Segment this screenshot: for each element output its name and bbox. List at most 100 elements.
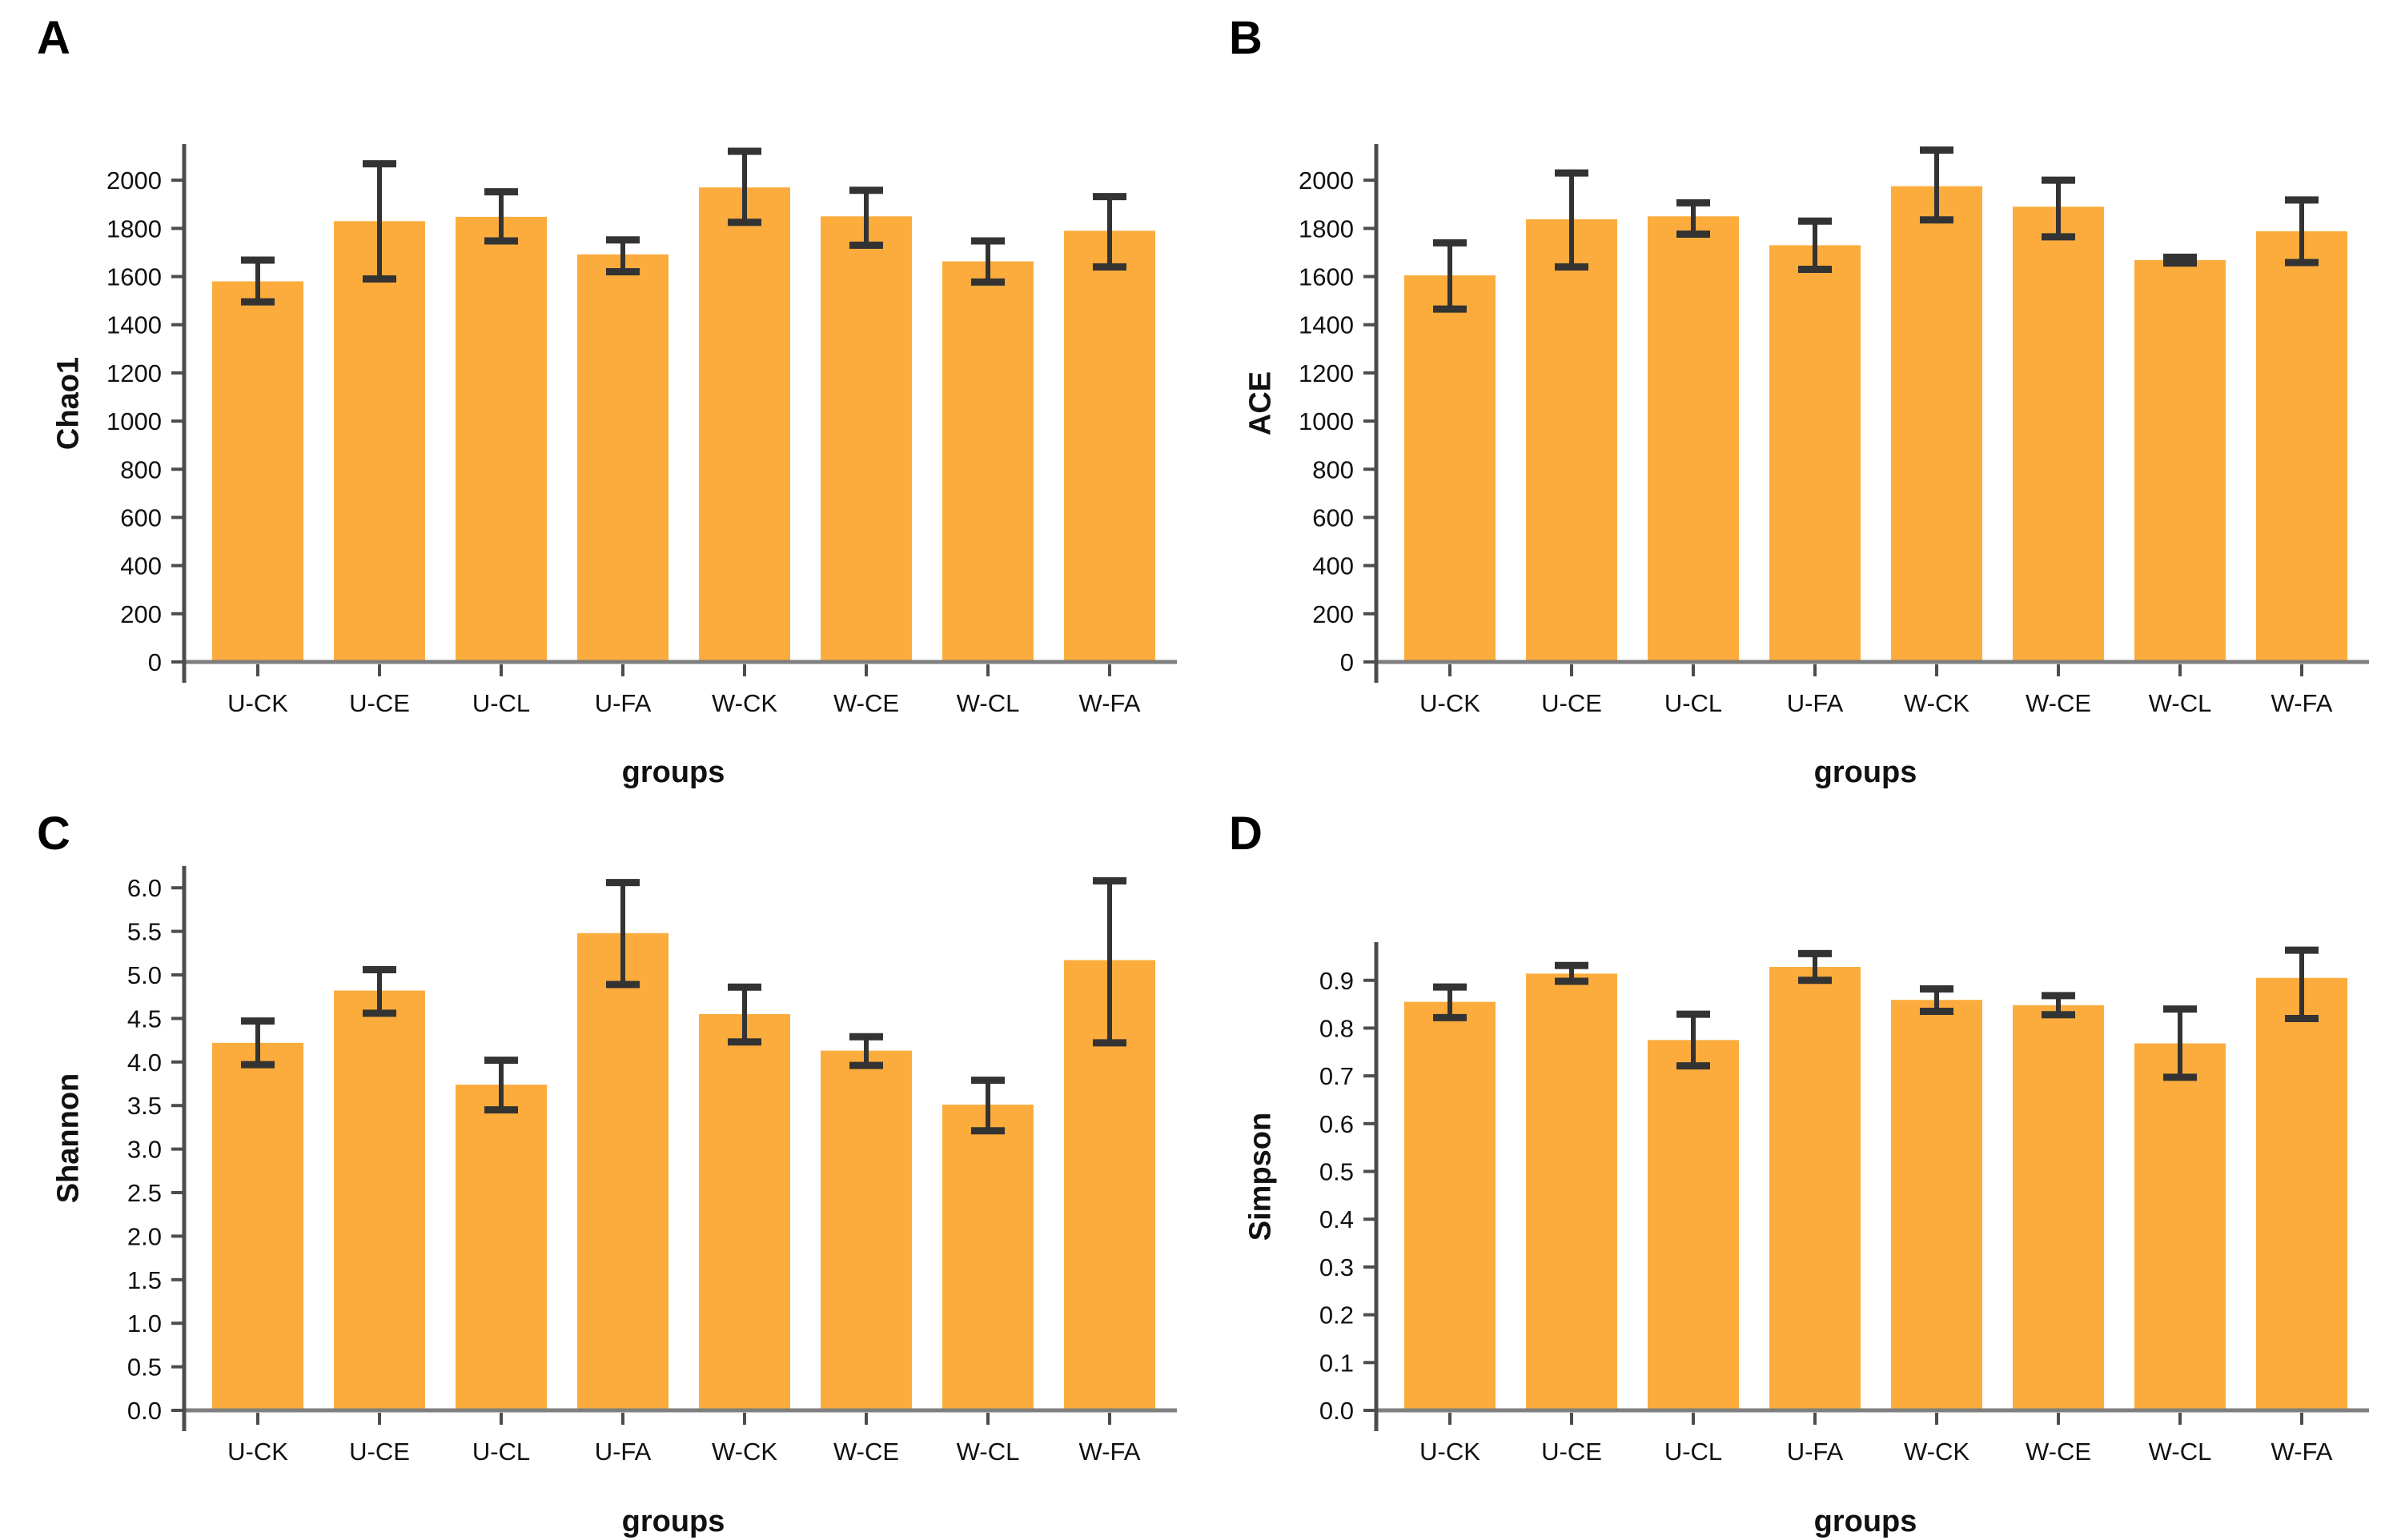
x-tick-label-U-CK: U-CK bbox=[1419, 1438, 1480, 1466]
x-tick-label-W-CK: W-CK bbox=[1904, 689, 1969, 717]
y-tick-label: 1.0 bbox=[127, 1309, 162, 1337]
bar-W-CL bbox=[2134, 260, 2226, 662]
x-tick-label-U-CL: U-CL bbox=[1664, 1438, 1722, 1466]
y-tick-label: 600 bbox=[120, 503, 162, 531]
y-tick-label: 0.7 bbox=[1319, 1062, 1354, 1090]
bar-U-FA bbox=[577, 254, 669, 662]
y-tick-label: 1000 bbox=[106, 407, 162, 435]
x-tick-label-U-CE: U-CE bbox=[1541, 1438, 1602, 1466]
x-tick-label-W-CL: W-CL bbox=[957, 1438, 1020, 1466]
bar-U-CK bbox=[1404, 275, 1496, 662]
x-tick-label-U-CL: U-CL bbox=[1664, 689, 1722, 717]
x-tick-label-U-CE: U-CE bbox=[1541, 689, 1602, 717]
y-tick-label: 5.0 bbox=[127, 961, 162, 989]
y-tick-label: 3.0 bbox=[127, 1136, 162, 1164]
bar-U-CE bbox=[1526, 219, 1617, 662]
y-axis-title-ace: ACE bbox=[1243, 371, 1278, 436]
x-tick-label-W-FA: W-FA bbox=[2271, 1438, 2333, 1466]
bar-U-CE bbox=[334, 221, 425, 662]
y-tick-label: 0.6 bbox=[1319, 1110, 1354, 1138]
x-tick-label-U-FA: U-FA bbox=[595, 689, 652, 717]
y-tick-label: 1800 bbox=[1299, 215, 1354, 243]
y-tick-label: 0.3 bbox=[1319, 1253, 1354, 1281]
bar-U-CK bbox=[1404, 1001, 1496, 1410]
x-tick-label-U-FA: U-FA bbox=[1787, 689, 1844, 717]
y-tick-label: 0 bbox=[148, 648, 162, 676]
x-tick-label-U-CE: U-CE bbox=[349, 1438, 410, 1466]
x-tick-label-W-FA: W-FA bbox=[1079, 689, 1141, 717]
bar-U-CL bbox=[456, 1085, 547, 1410]
panel-simpson: 0.0 0.1 0.2 0.3 0.4 0.5 0.6 0.7 0.8 0.9 U-CK U-CE U-… bbox=[1192, 770, 2385, 1540]
y-tick-label: 6.0 bbox=[127, 874, 162, 902]
bar-W-CL bbox=[2134, 1043, 2226, 1410]
y-tick-label: 1600 bbox=[106, 263, 162, 291]
x-axis-title-groups-b: groups bbox=[1813, 756, 1917, 789]
x-tick-label-W-CK: W-CK bbox=[1904, 1438, 1969, 1466]
y-axis-title-chao1: Chao1 bbox=[51, 356, 86, 451]
x-tick-label-U-FA: U-FA bbox=[595, 1438, 652, 1466]
x-tick-label-W-CE: W-CE bbox=[833, 689, 899, 717]
x-axis-title-groups-d: groups bbox=[1813, 1505, 1917, 1538]
y-tick-label: 0.2 bbox=[1319, 1301, 1354, 1329]
y-tick-label: 2.0 bbox=[127, 1222, 162, 1250]
y-tick-label: 0 bbox=[1340, 648, 1354, 676]
x-tick-label-U-CK: U-CK bbox=[1419, 689, 1480, 717]
x-tick-label-W-CK: W-CK bbox=[712, 1438, 777, 1466]
y-tick-label: 4.5 bbox=[127, 1005, 162, 1033]
bar-W-CL bbox=[942, 261, 1034, 662]
bar-W-CK bbox=[699, 1013, 790, 1410]
y-tick-label: 800 bbox=[1312, 455, 1354, 483]
x-axis-title-groups-a: groups bbox=[621, 756, 725, 789]
y-tick-label: 200 bbox=[1312, 600, 1354, 628]
ace-bar-chart: 0 200 400 600 800 1000 1200 1400 1600 1800 2000 U-C… bbox=[1299, 144, 2369, 717]
bar-W-CE bbox=[2013, 207, 2104, 663]
x-tick-label-W-CL: W-CL bbox=[2149, 689, 2212, 717]
y-tick-label: 1200 bbox=[1299, 359, 1354, 387]
y-tick-label: 400 bbox=[120, 552, 162, 580]
x-tick-label-U-FA: U-FA bbox=[1787, 1438, 1844, 1466]
bar-W-CE bbox=[821, 216, 912, 663]
x-tick-label-U-CL: U-CL bbox=[472, 689, 530, 717]
y-tick-label: 1400 bbox=[1299, 311, 1354, 339]
x-tick-label-W-CE: W-CE bbox=[833, 1438, 899, 1466]
bar-U-CE bbox=[1526, 973, 1617, 1410]
y-tick-label: 1.5 bbox=[127, 1266, 162, 1294]
x-axis-title-groups-c: groups bbox=[621, 1505, 725, 1538]
y-tick-label: 1200 bbox=[106, 359, 162, 387]
panel-shannon: 0.0 0.5 1.0 1.5 2.0 2.5 3.0 3.5 4.0 4.5 5.0 5.5 6.0 U… bbox=[0, 770, 1192, 1540]
y-tick-label: 0.9 bbox=[1319, 967, 1354, 995]
y-tick-label: 0.5 bbox=[1319, 1158, 1354, 1186]
panel-letter-b: B bbox=[1229, 12, 1263, 64]
y-tick-label: 0.1 bbox=[1319, 1349, 1354, 1377]
y-tick-label: 0.8 bbox=[1319, 1014, 1354, 1042]
y-axis-title-simpson: Simpson bbox=[1243, 1112, 1278, 1241]
bar-W-CK bbox=[699, 187, 790, 663]
simpson-bar-chart: 0.0 0.1 0.2 0.3 0.4 0.5 0.6 0.7 0.8 0.9 U-CK U-CE U-… bbox=[1319, 942, 2369, 1466]
y-tick-label: 800 bbox=[120, 455, 162, 483]
y-tick-label: 0.5 bbox=[127, 1354, 162, 1382]
x-tick-label-W-CL: W-CL bbox=[957, 689, 1020, 717]
bar-U-CK bbox=[212, 1042, 303, 1410]
bar-W-CK bbox=[1891, 186, 1982, 663]
panel-letter-a: A bbox=[37, 12, 70, 64]
y-tick-label: 0.4 bbox=[1319, 1205, 1354, 1233]
bar-W-FA bbox=[2256, 231, 2347, 662]
y-tick-label: 0.0 bbox=[127, 1397, 162, 1425]
y-tick-label: 2000 bbox=[1299, 166, 1354, 195]
y-tick-label: 600 bbox=[1312, 503, 1354, 531]
y-tick-label: 3.5 bbox=[127, 1092, 162, 1120]
y-tick-label: 1000 bbox=[1299, 407, 1354, 435]
bar-W-CL bbox=[942, 1105, 1034, 1410]
panel-letter-d: D bbox=[1229, 808, 1263, 860]
y-tick-label: 1600 bbox=[1299, 263, 1354, 291]
bar-U-CL bbox=[1648, 1040, 1739, 1410]
y-tick-label: 200 bbox=[120, 600, 162, 628]
y-tick-label: 0.0 bbox=[1319, 1397, 1354, 1425]
y-tick-label: 1800 bbox=[106, 215, 162, 243]
y-tick-label: 2.5 bbox=[127, 1179, 162, 1207]
bar-U-CK bbox=[212, 281, 303, 662]
panel-chao1: 0 200 400 600 800 1000 1200 1400 1600 1800 2000 U-C… bbox=[0, 0, 1192, 789]
y-tick-label: 4.0 bbox=[127, 1049, 162, 1077]
x-tick-label-U-CK: U-CK bbox=[227, 1438, 288, 1466]
